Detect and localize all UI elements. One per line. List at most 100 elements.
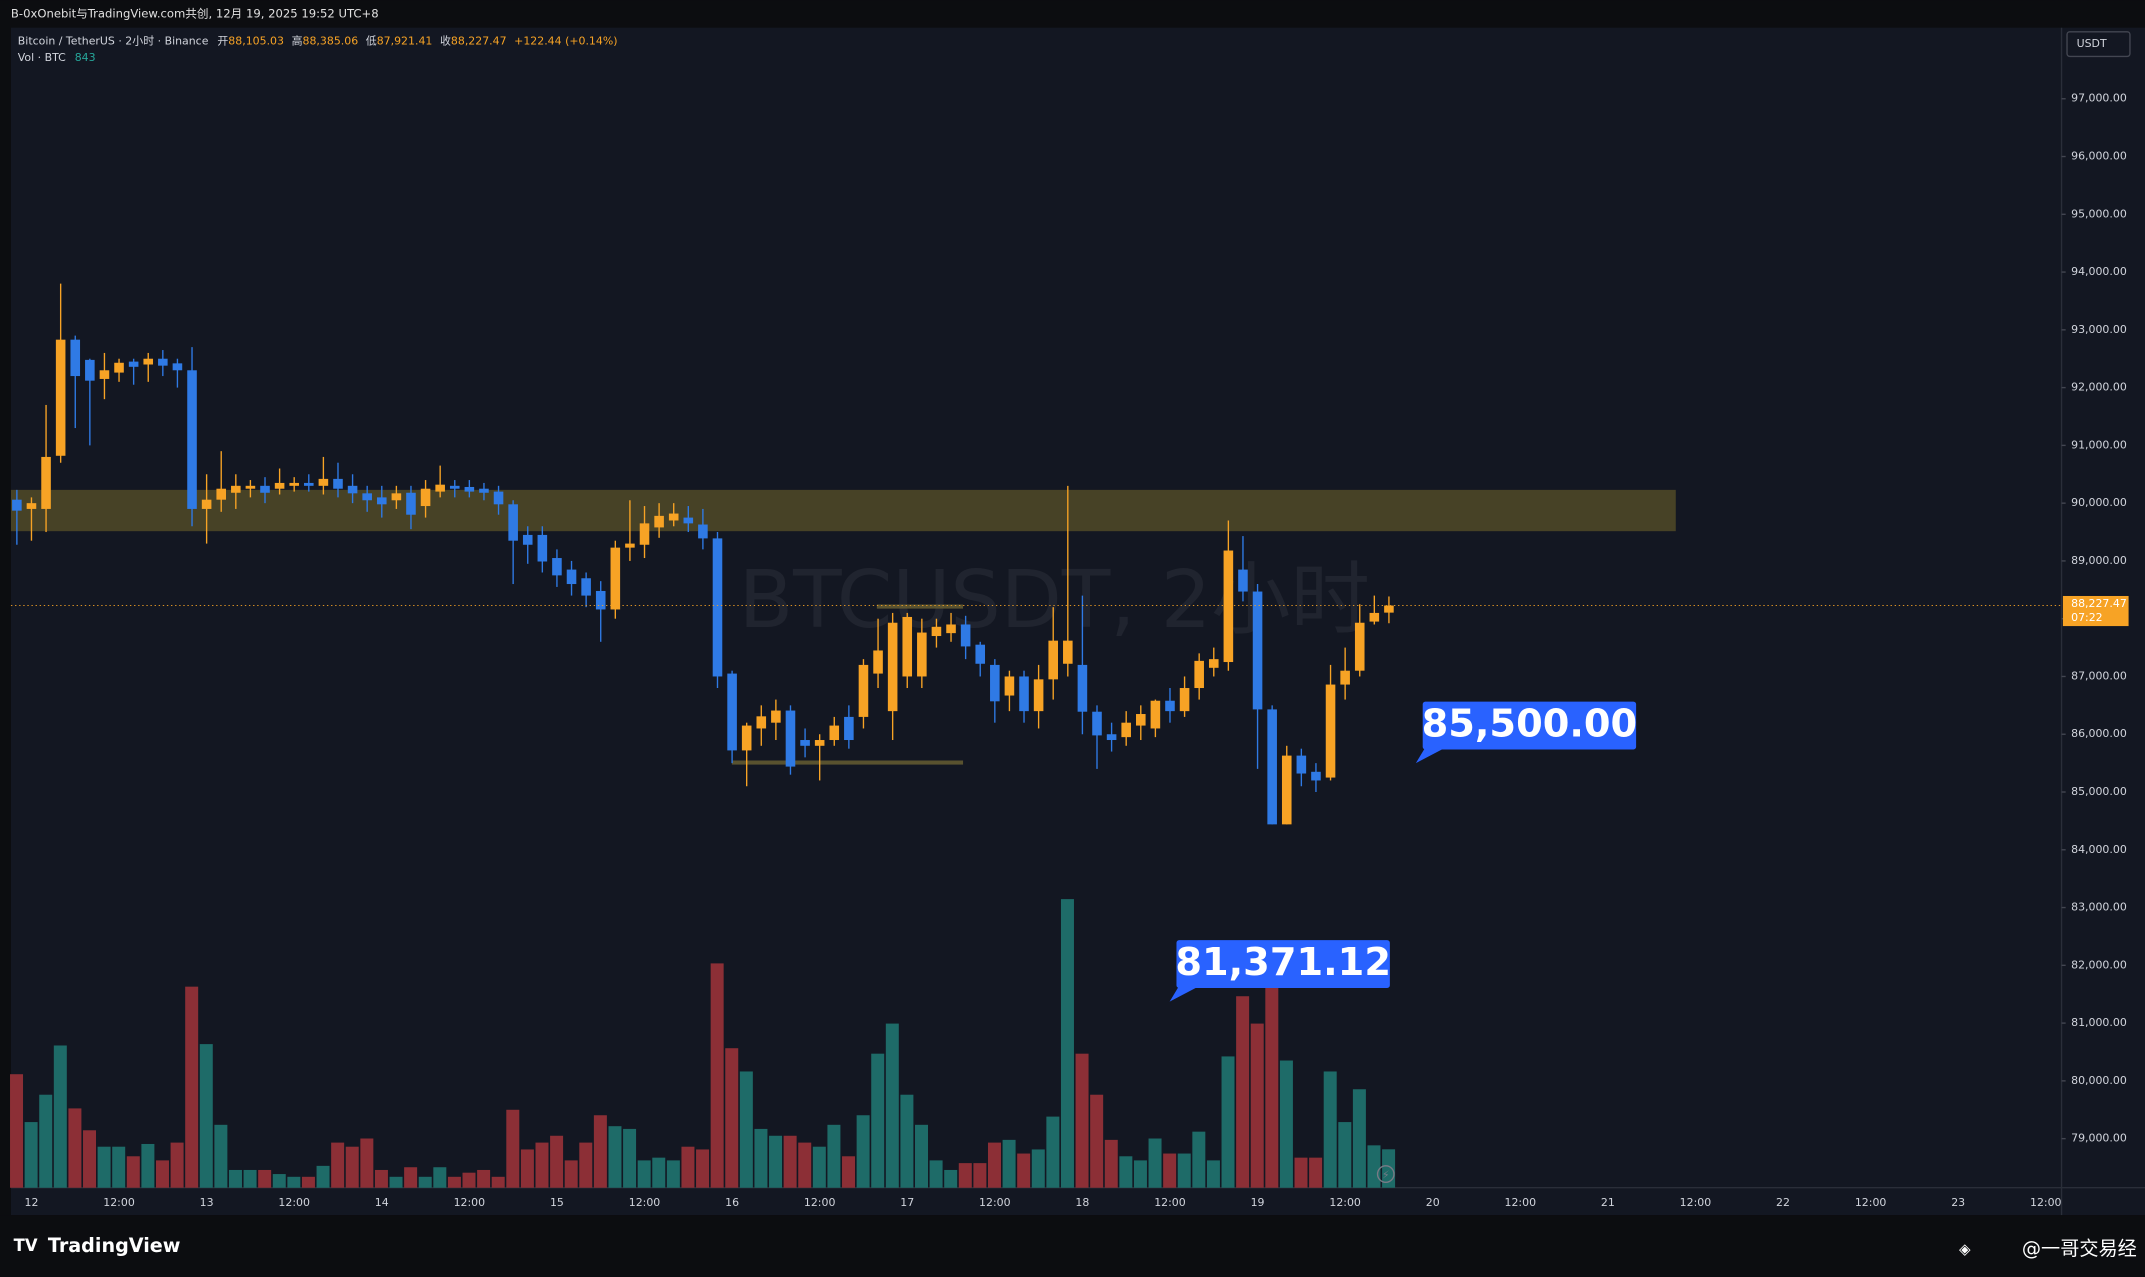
x-tick-label: 23 [1951,1196,1965,1209]
currency-box[interactable] [2066,31,2131,58]
volume-bar [783,1135,797,1188]
volume-bar [1017,1153,1031,1188]
x-tick-label: 17 [900,1196,914,1209]
candle-body [829,725,840,741]
candle-body [128,361,139,367]
candle-body [479,488,489,493]
volume-bar [1133,1160,1147,1188]
volume-bar [1279,1060,1293,1188]
volume-bar [404,1167,418,1188]
volume-bar [506,1109,520,1188]
candle-body [887,622,898,712]
volume-bar [258,1169,272,1188]
y-tick-label: 97,000.00 [2071,92,2127,105]
x-tick-label: 12:00 [1505,1196,1537,1209]
candle-body [902,616,913,677]
volume-bar [301,1176,315,1188]
candle-body [537,534,548,562]
candle-body [1121,722,1131,738]
candle-body [362,493,372,501]
candle-body [1223,550,1234,663]
candle-body [1106,734,1117,741]
volume-bar [754,1128,768,1188]
volume-bar [1060,899,1074,1188]
last-price-tag [2062,595,2129,627]
callout-box [1176,940,1390,988]
open-value: 88,105.03 [228,34,284,47]
candle-body [187,370,197,509]
volume-bar [316,1165,330,1188]
volume-bar [141,1143,155,1188]
volume-layer [10,899,1396,1188]
candle-body [814,740,825,746]
credit: @一哥交易经 [2022,1237,2137,1260]
low-value: 87,921.41 [377,34,433,47]
candle-body [625,543,635,548]
y-tick-label: 84,000.00 [2071,843,2127,856]
candle-body [917,632,927,677]
volume-bar [696,1149,710,1188]
volume-bar [915,1124,928,1188]
candle-body [595,590,606,610]
volume-bar [535,1142,549,1188]
volume-bar [287,1176,301,1188]
candle-body [201,499,212,509]
candle-body [143,358,154,365]
volume-bar [1338,1122,1352,1188]
open-name: 开 [217,34,228,47]
volume-bar [1148,1138,1162,1188]
candle-body [873,650,883,674]
volume-bar [1177,1153,1191,1188]
x-tick-label: 12:00 [1855,1196,1887,1209]
close-name: 收 [440,33,451,47]
y-tick-label: 95,000.00 [2071,207,2127,220]
volume-bar [623,1128,637,1188]
x-tick-label: 14 [375,1196,389,1209]
lightning-icon[interactable] [1376,1165,1395,1183]
volume-bar [958,1163,972,1188]
volume-bar [929,1160,943,1188]
candle-body [114,362,124,373]
volume-bar [827,1124,841,1188]
candle-body [858,664,869,717]
x-tick-label: 12:00 [1329,1196,1361,1209]
change: +122.44 (+0.14%) [514,34,617,47]
x-tick-label: 20 [1426,1196,1440,1209]
volume-legend: Vol · BTC 843 [18,51,96,64]
level-line [731,760,964,765]
volume-bar [842,1156,856,1188]
y-tick-label: 81,000.00 [2071,1016,2127,1029]
volume-bar [1382,1149,1396,1188]
candle-body [318,478,329,486]
x-tick-label: 12:00 [1154,1196,1186,1209]
candle-body [1267,709,1277,825]
volume-bar [550,1135,564,1188]
volume-bar [739,1071,753,1188]
volume-bar [1323,1071,1337,1188]
x-tick-label: 21 [1601,1196,1615,1209]
volume-bar [725,1048,739,1188]
volume-bar [228,1169,242,1188]
x-tick-label: 12:00 [1680,1196,1712,1209]
candle-body [1325,684,1336,778]
candle-body [741,725,752,751]
x-tick-label: 12:00 [629,1196,661,1209]
candle-body [449,485,460,489]
close-value: 88,227.47 [451,34,507,47]
volume-bar [871,1053,885,1188]
x-tick-label: 12:00 [2030,1196,2062,1209]
low-name: 低 [366,34,377,47]
volume-bar [1192,1131,1206,1188]
volume-bar [447,1176,461,1188]
candle-body [464,486,475,492]
candle-body [391,493,402,501]
volume-bar [39,1094,53,1188]
credit-icon: ◈ [1959,1240,1971,1258]
plot-area [10,27,2062,1188]
volume-bar [973,1163,987,1188]
symbol-legend: Bitcoin / TetherUS · 2小时 · Binance 开88,1… [18,33,618,47]
volume-bar [374,1169,388,1188]
x-tick-label: 12:00 [804,1196,836,1209]
y-tick-label: 93,000.00 [2071,323,2127,336]
